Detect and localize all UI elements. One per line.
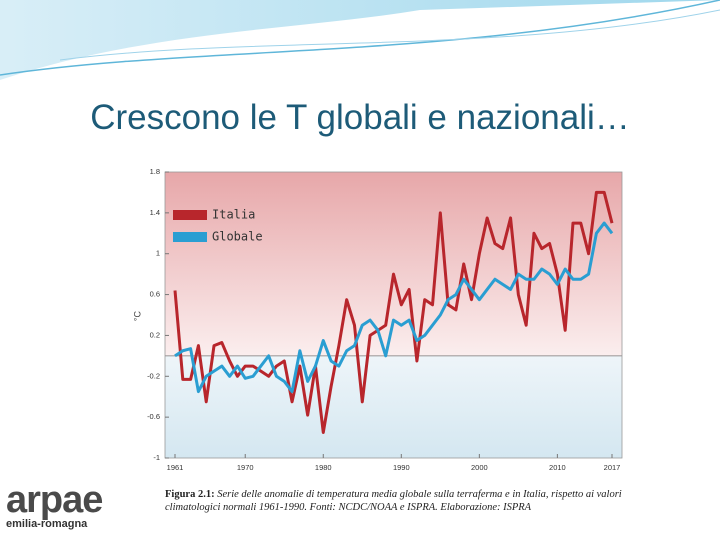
legend-label: Italia: [212, 208, 255, 222]
series-line: [174, 221, 614, 394]
y-axis-label: °C: [132, 310, 142, 321]
legend-label: Globale: [212, 230, 263, 244]
caption-text: Serie delle anomalie di temperatura medi…: [165, 489, 622, 513]
x-tick-label: 1990: [393, 463, 410, 472]
slide-title: Crescono le T globali e nazionali…: [90, 98, 630, 137]
series-line: [173, 190, 614, 434]
y-tick-label: 1: [156, 249, 160, 258]
logo: arpae emilia-romagna: [6, 479, 103, 530]
y-tick-label: 1.4: [150, 208, 160, 217]
y-tick-label: 0.6: [150, 290, 160, 299]
legend-swatch: [173, 210, 207, 220]
y-tick-label: -0.6: [147, 412, 160, 421]
y-tick-label: 0.2: [150, 330, 160, 339]
x-tick-label: 2000: [471, 463, 488, 472]
logo-name: arpae: [6, 479, 103, 521]
logo-region: emilia-romagna: [6, 518, 88, 530]
y-tick-label: -1: [153, 453, 160, 462]
caption-label: Figura 2.1:: [165, 489, 215, 500]
plot-frame: [164, 171, 623, 459]
x-tick-label: 1961: [167, 463, 184, 472]
y-tick-label: -0.2: [147, 371, 160, 380]
decor-line: [0, 0, 720, 76]
x-tick-label: 1980: [315, 463, 332, 472]
legend-swatch: [173, 232, 207, 242]
decor-line: [59, 9, 720, 61]
caption: Figura 2.1: Serie delle anomalie di temp…: [165, 488, 635, 514]
x-tick-label: 2017: [604, 463, 621, 472]
y-tick-label: 1.8: [150, 167, 160, 176]
x-tick-label: 2010: [549, 463, 566, 472]
decor-wave: [0, 0, 720, 80]
x-tick-label: 1970: [237, 463, 254, 472]
